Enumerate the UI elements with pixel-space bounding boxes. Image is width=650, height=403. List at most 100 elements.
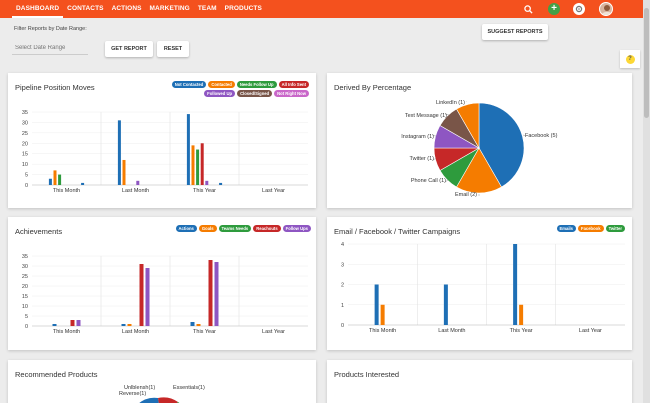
bar bbox=[81, 182, 85, 185]
help-icon: ? bbox=[625, 54, 635, 64]
y-tick-label: 30 bbox=[22, 120, 28, 126]
achievements-legend: Actions Goals Teams Needs Reachouts Follow U… bbox=[128, 225, 311, 232]
y-tick-label: 35 bbox=[22, 254, 28, 260]
user-avatar[interactable] bbox=[599, 2, 613, 16]
x-tick-label: This Month bbox=[369, 328, 396, 334]
legend-item[interactable]: Twitter bbox=[605, 225, 625, 232]
x-tick-label: Last Month bbox=[438, 328, 465, 334]
nav-item-dashboard[interactable]: DASHBOARD bbox=[12, 0, 64, 18]
bar bbox=[196, 149, 200, 185]
bar bbox=[145, 268, 150, 326]
y-tick-label: 5 bbox=[25, 173, 28, 179]
bar bbox=[48, 178, 52, 185]
products-interested-card: Products Interested bbox=[327, 360, 632, 403]
bar bbox=[186, 114, 190, 185]
bar bbox=[191, 145, 195, 185]
x-tick-label: Last Month bbox=[122, 188, 149, 194]
get-report-button[interactable]: GET REPORT bbox=[105, 41, 153, 57]
bar bbox=[513, 244, 518, 325]
legend-item[interactable]: Emails bbox=[556, 225, 577, 232]
x-tick-label: This Year bbox=[193, 329, 216, 335]
bar bbox=[58, 174, 62, 185]
pipeline-legend: Not Contacted Contacted Needs Follow Up All… bbox=[153, 81, 309, 97]
y-tick-label: 0 bbox=[341, 323, 344, 329]
y-tick-label: 5 bbox=[25, 314, 28, 320]
pie-leader-line bbox=[444, 179, 449, 183]
y-tick-label: 25 bbox=[22, 131, 28, 137]
bar bbox=[208, 260, 213, 326]
pie-slice bbox=[456, 147, 502, 194]
legend-item[interactable]: Not Right Now bbox=[274, 90, 309, 97]
bar bbox=[121, 324, 126, 326]
nav-actions: + bbox=[522, 0, 643, 18]
bar bbox=[122, 159, 126, 185]
x-tick-label: Last Year bbox=[262, 188, 285, 194]
pie-leader-line bbox=[445, 113, 450, 116]
legend-item[interactable]: Facebook bbox=[578, 225, 604, 232]
y-tick-label: 1 bbox=[341, 303, 344, 309]
achievements-title: Achievements bbox=[15, 227, 63, 236]
y-tick-label: 0 bbox=[25, 183, 28, 189]
nav-item-contacts[interactable]: CONTACTS bbox=[67, 5, 104, 12]
bar bbox=[53, 170, 57, 185]
bar bbox=[200, 143, 204, 185]
nav-item-team[interactable]: TEAM bbox=[197, 5, 217, 12]
pie-label: LinkedIn (1) bbox=[436, 100, 465, 106]
filter-label: Filter Reports by Date Range: bbox=[14, 26, 87, 32]
bar bbox=[196, 324, 201, 326]
help-button[interactable]: ? bbox=[620, 50, 640, 68]
pie-label: Facebook (5) bbox=[525, 133, 558, 139]
interested-title: Products Interested bbox=[334, 370, 400, 379]
date-range-input[interactable] bbox=[12, 41, 88, 55]
bar bbox=[136, 180, 140, 185]
legend-item[interactable]: Follow Ups bbox=[282, 225, 311, 232]
scrollbar-thumb[interactable] bbox=[644, 8, 649, 118]
legend-item[interactable]: Goals bbox=[198, 225, 217, 232]
x-tick-label: This Month bbox=[53, 188, 80, 194]
legend-item[interactable]: Reachouts bbox=[253, 225, 281, 232]
page-scrollbar[interactable] bbox=[643, 0, 650, 403]
legend-item[interactable]: All Info Sent bbox=[278, 81, 309, 88]
legend-item[interactable]: Not Contacted bbox=[171, 81, 207, 88]
recommended-pie-chart: Unlblensh(1) Reverse(1) Essentials(1) bbox=[119, 385, 205, 403]
pipeline-chart: 0 5 10 15 20 25 30 35 This Month Last Month This Y… bbox=[22, 110, 308, 194]
derived-title: Derived By Percentage bbox=[334, 83, 412, 92]
y-tick-label: 0 bbox=[25, 324, 28, 330]
y-tick-label: 15 bbox=[22, 152, 28, 158]
x-tick-label: This Year bbox=[510, 328, 533, 334]
nav-item-actions[interactable]: ACTIONS bbox=[111, 5, 142, 12]
bar bbox=[219, 182, 223, 185]
pipeline-card: Pipeline Position Moves Not Contacted Con… bbox=[8, 73, 316, 208]
nav-item-products[interactable]: PRODUCTS bbox=[224, 5, 262, 12]
campaigns-card: Email / Facebook / Twitter Campaigns Ema… bbox=[327, 217, 632, 350]
reset-button[interactable]: RESET bbox=[157, 41, 189, 57]
y-tick-label: 20 bbox=[22, 284, 28, 290]
y-tick-label: 2 bbox=[341, 283, 344, 289]
y-tick-label: 4 bbox=[341, 242, 344, 248]
legend-item[interactable]: Actions bbox=[175, 225, 197, 232]
x-tick-label: This Year bbox=[193, 188, 216, 194]
bar bbox=[117, 120, 121, 185]
pie-slice bbox=[478, 102, 525, 188]
search-icon[interactable] bbox=[522, 3, 534, 15]
legend-item[interactable]: Closed/Signed bbox=[237, 90, 273, 97]
campaigns-title: Email / Facebook / Twitter Campaigns bbox=[334, 227, 461, 236]
pie-label: Phone Call (1) bbox=[411, 178, 446, 184]
achievements-chart: 0 5 10 15 20 25 30 35 This Month Last Month This Y… bbox=[22, 254, 308, 335]
legend-item[interactable]: Teams Needs bbox=[218, 225, 252, 232]
campaigns-legend: Emails Facebook Twitter bbox=[527, 225, 625, 232]
bar bbox=[76, 320, 81, 326]
derived-card: Derived By Percentage Facebook (5) Email … bbox=[327, 73, 632, 208]
nav-item-marketing[interactable]: MARKETING bbox=[149, 5, 190, 12]
campaigns-chart: 0 1 2 3 4 This Month Last Month This Year Last Y… bbox=[341, 242, 625, 334]
y-tick-label: 30 bbox=[22, 264, 28, 270]
legend-item[interactable]: Followed Up bbox=[204, 90, 236, 97]
bar bbox=[380, 304, 385, 325]
add-icon[interactable]: + bbox=[548, 3, 560, 15]
bar bbox=[519, 304, 524, 325]
suggest-reports-button[interactable]: SUGGEST REPORTS bbox=[482, 24, 548, 40]
settings-icon[interactable] bbox=[573, 3, 585, 15]
pie-slice bbox=[158, 397, 178, 403]
legend-item[interactable]: Contacted bbox=[208, 81, 235, 88]
legend-item[interactable]: Needs Follow Up bbox=[236, 81, 277, 88]
